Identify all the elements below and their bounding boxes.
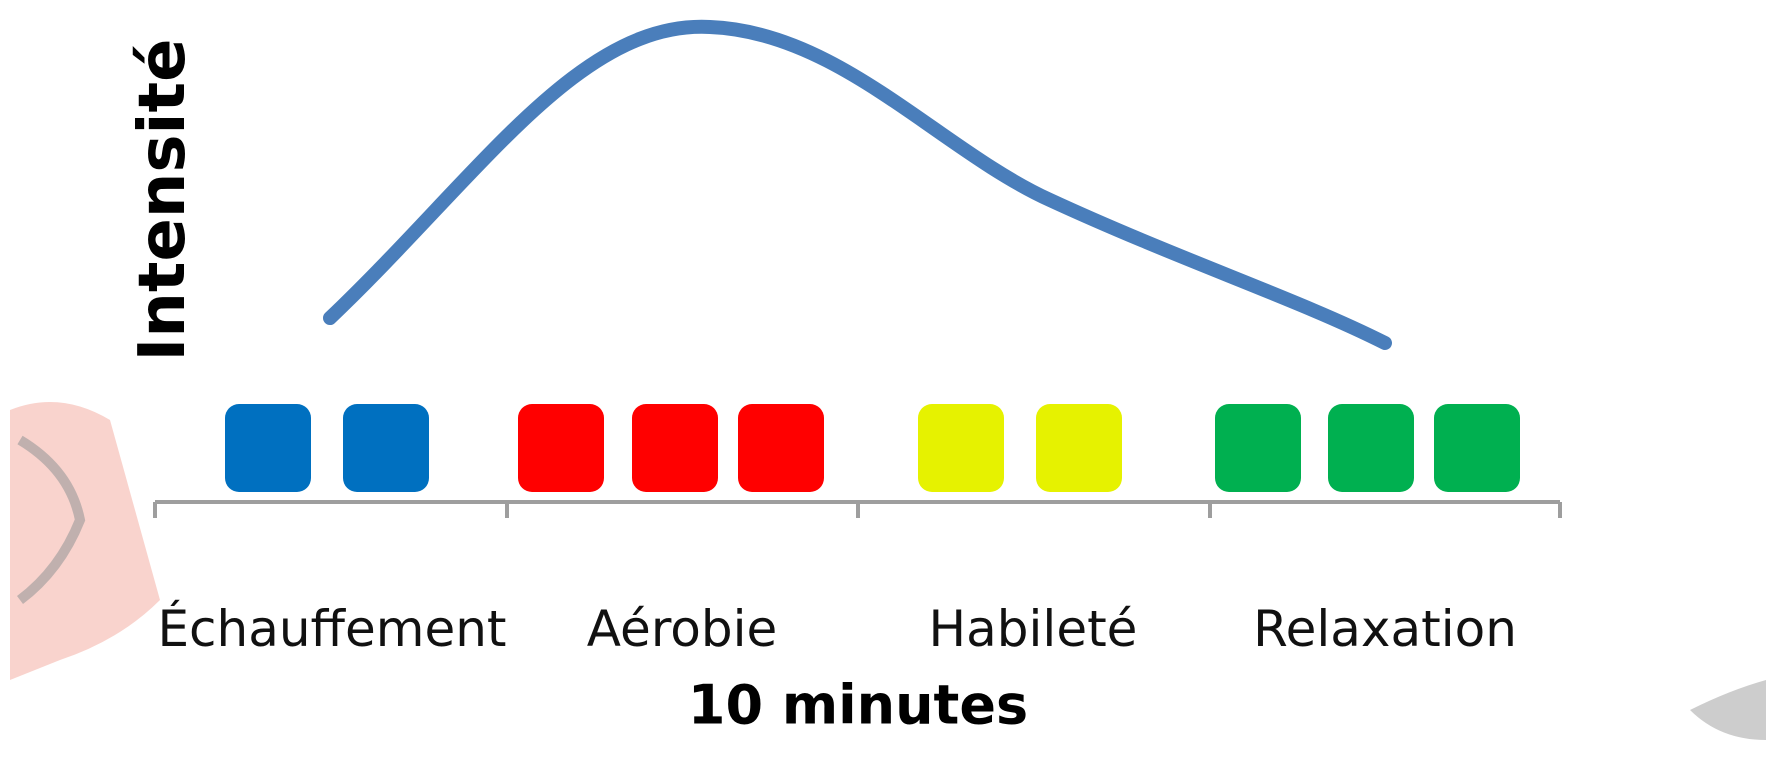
segment-label-aerobie: Aérobie	[586, 600, 778, 658]
phase-block	[225, 404, 311, 492]
x-axis-label: 10 minutes	[687, 673, 1029, 737]
phase-block	[518, 404, 604, 492]
timeline-axis	[153, 500, 1562, 518]
phase-block	[1328, 404, 1414, 492]
phase-block	[738, 404, 824, 492]
segment-label-habilete: Habileté	[928, 600, 1138, 658]
segment-label-relaxation: Relaxation	[1253, 600, 1517, 658]
phase-block	[1215, 404, 1301, 492]
background-decoration	[10, 402, 1766, 740]
intensity-curve	[323, 19, 1392, 350]
phase-block	[632, 404, 718, 492]
phase-block	[343, 404, 429, 492]
segment-label-echauffement: Échauffement	[157, 600, 507, 658]
phase-block	[1434, 404, 1520, 492]
phase-block	[918, 404, 1004, 492]
y-axis-label: Intensité	[126, 38, 200, 362]
phase-block	[1036, 404, 1122, 492]
phase-blocks	[225, 404, 1520, 492]
